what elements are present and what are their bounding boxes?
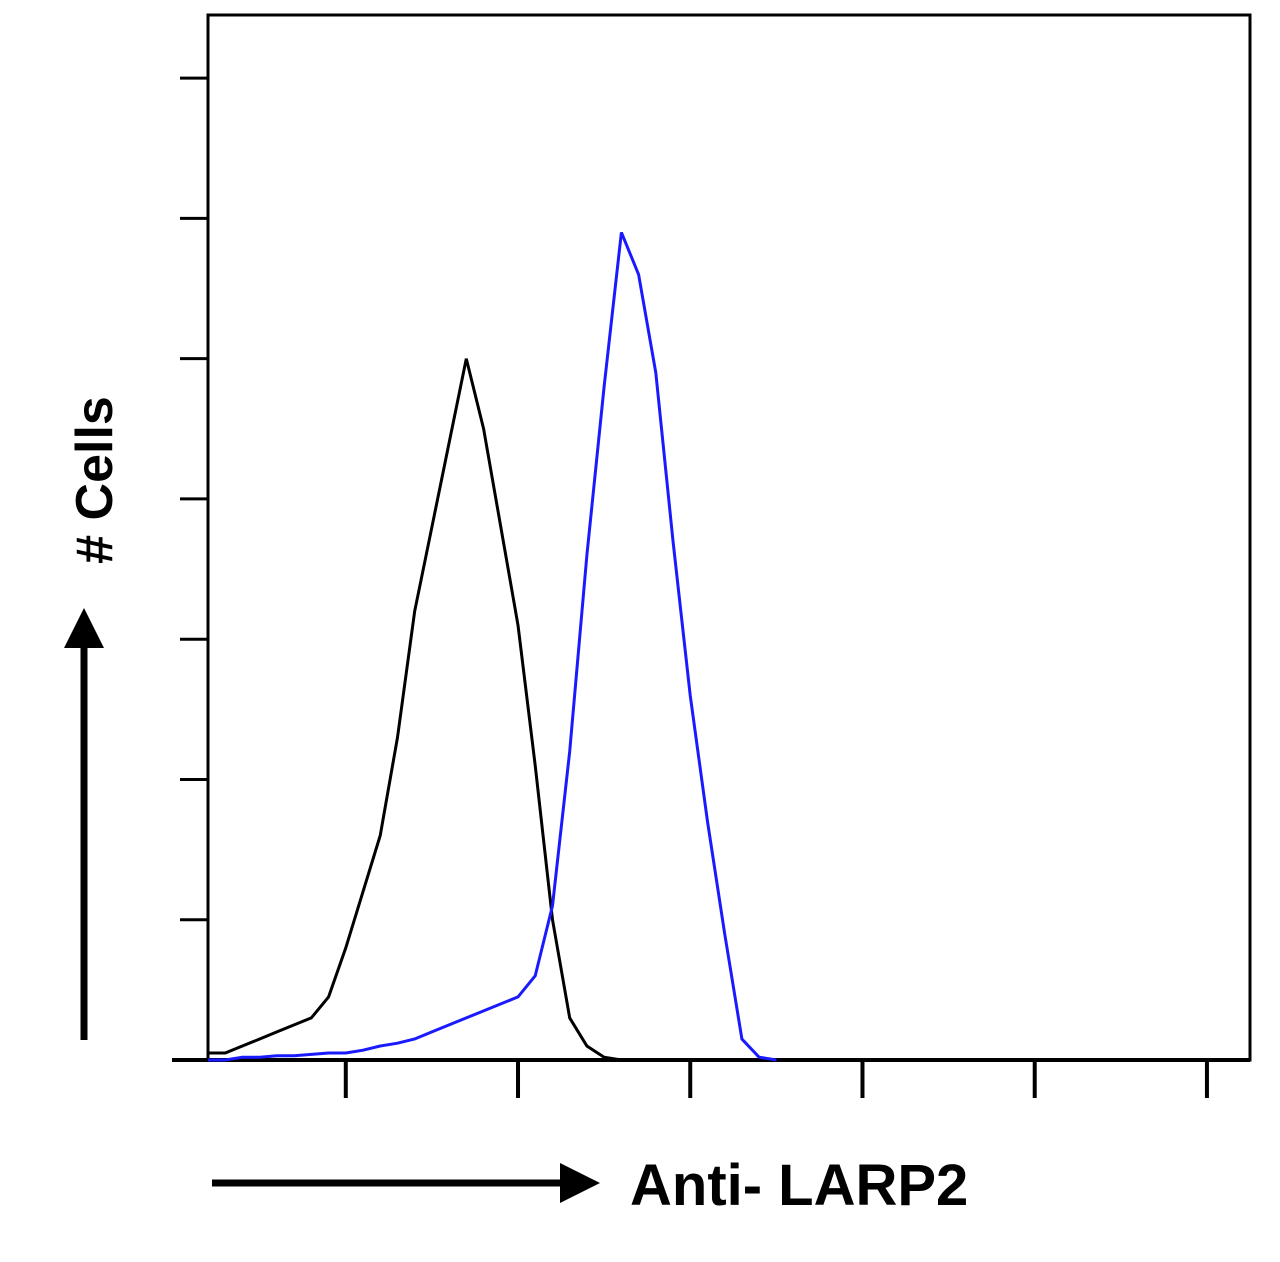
x-arrow-head — [560, 1163, 600, 1203]
histogram-line — [208, 231, 777, 1062]
x-axis-label: Anti- LARP2 — [630, 1153, 968, 1218]
plot-frame — [206, 13, 1252, 1062]
histogram-line — [208, 358, 777, 1062]
y-axis-label: # Cells — [66, 396, 124, 564]
y-arrow-head — [64, 608, 104, 648]
